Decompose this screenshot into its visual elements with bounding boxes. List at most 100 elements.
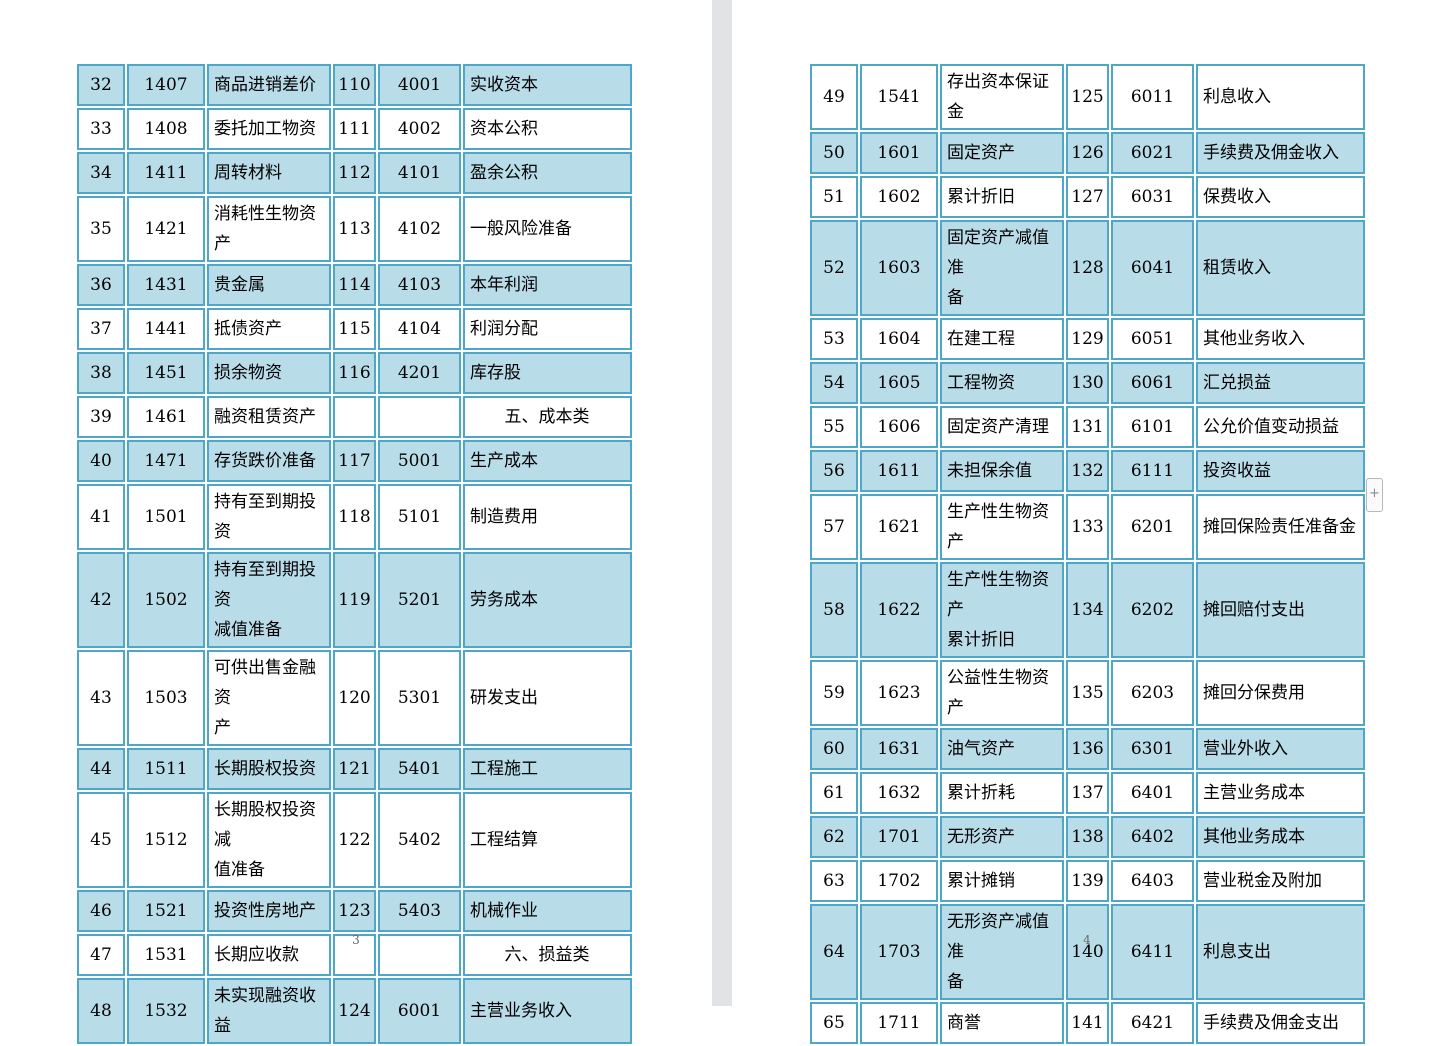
account-code-cell: 6051 xyxy=(1111,318,1194,360)
account-code-cell: 6061 xyxy=(1111,362,1194,404)
table-row: 55 1606 固定资产清理 131 6101 公允价值变动损益 xyxy=(810,406,1365,448)
table-row: 63 1702 累计摊销 139 6403 营业税金及附加 xyxy=(810,860,1365,902)
account-code-cell: 6203 xyxy=(1111,660,1194,726)
account-code-cell: 1441 xyxy=(127,308,205,350)
account-name-cell: 无形资产 xyxy=(940,816,1064,858)
account-code-cell: 5401 xyxy=(378,748,461,790)
serial-number-cell: 65 xyxy=(810,1002,858,1044)
account-code-cell: 1611 xyxy=(860,450,938,492)
account-code-cell: 1601 xyxy=(860,132,938,174)
account-code-cell: 4201 xyxy=(378,352,461,394)
account-name-cell: 累计摊销 xyxy=(940,860,1064,902)
account-code-cell: 1421 xyxy=(127,196,205,262)
serial-number-cell: 62 xyxy=(810,816,858,858)
table-row: 36 1431 贵金属 114 4103 本年利润 xyxy=(77,264,632,306)
account-code-cell: 6031 xyxy=(1111,176,1194,218)
serial-number-cell: 125 xyxy=(1066,64,1109,130)
account-name-cell: 手续费及佣金收入 xyxy=(1196,132,1365,174)
table-row: 39 1461 融资租赁资产 五、成本类 xyxy=(77,396,632,438)
account-code-cell: 5402 xyxy=(378,792,461,888)
table-row: 58 1622 生产性生物资产 累计折旧 134 6202 摊回赔付支出 xyxy=(810,562,1365,658)
account-code-cell: 1411 xyxy=(127,152,205,194)
document-canvas: 32 1407 商品进销差价 110 4001 实收资本 33 1408 委托加工物资 111 40… xyxy=(77,0,1383,1044)
account-name-cell: 委托加工物资 xyxy=(207,108,331,150)
account-code-cell: 6201 xyxy=(1111,494,1194,560)
account-name-cell: 营业税金及附加 xyxy=(1196,860,1365,902)
account-code-cell: 1602 xyxy=(860,176,938,218)
serial-number-cell: 46 xyxy=(77,890,125,932)
serial-number-cell: 44 xyxy=(77,748,125,790)
account-name-cell: 固定资产 xyxy=(940,132,1064,174)
account-name-cell: 租赁收入 xyxy=(1196,220,1365,316)
account-code-cell: 1532 xyxy=(127,978,205,1044)
table-row: 33 1408 委托加工物资 111 4002 资本公积 xyxy=(77,108,632,150)
page-gap-divider xyxy=(712,0,733,1006)
serial-number-cell: 57 xyxy=(810,494,858,560)
account-code-cell: 1511 xyxy=(127,748,205,790)
serial-number-cell: 141 xyxy=(1066,1002,1109,1044)
account-code-cell: 1501 xyxy=(127,484,205,550)
account-code-cell: 6421 xyxy=(1111,1002,1194,1044)
serial-number-cell: 130 xyxy=(1066,362,1109,404)
table-row: 60 1631 油气资产 136 6301 营业外收入 xyxy=(810,728,1365,770)
account-code-cell: 4102 xyxy=(378,196,461,262)
serial-number-cell: 123 xyxy=(333,890,376,932)
side-plus-button[interactable]: + xyxy=(1366,478,1383,512)
account-code-cell: 1407 xyxy=(127,64,205,106)
account-code-cell: 1701 xyxy=(860,816,938,858)
table-row: 41 1501 持有至到期投资 118 5101 制造费用 xyxy=(77,484,632,550)
table-row: 48 1532 未实现融资收益 124 6001 主营业务收入 xyxy=(77,978,632,1044)
account-name-cell: 利息支出 xyxy=(1196,904,1365,1000)
serial-number-cell: 131 xyxy=(1066,406,1109,448)
account-name-cell: 五、成本类 xyxy=(463,396,632,438)
account-name-cell: 生产成本 xyxy=(463,440,632,482)
account-name-cell: 汇兑损益 xyxy=(1196,362,1365,404)
serial-number-cell: 43 xyxy=(77,650,125,746)
account-name-cell: 无形资产减值准 备 xyxy=(940,904,1064,1000)
table-row: 35 1421 消耗性生物资产 113 4102 一般风险准备 xyxy=(77,196,632,262)
serial-number-cell: 37 xyxy=(77,308,125,350)
account-code-cell: 1623 xyxy=(860,660,938,726)
account-code-cell: 1461 xyxy=(127,396,205,438)
serial-number-cell: 49 xyxy=(810,64,858,130)
account-code-cell: 1503 xyxy=(127,650,205,746)
account-code-cell: 1531 xyxy=(127,934,205,976)
account-name-cell: 持有至到期投资 减值准备 xyxy=(207,552,331,648)
table-row: 44 1511 长期股权投资 121 5401 工程施工 xyxy=(77,748,632,790)
table-row: 50 1601 固定资产 126 6021 手续费及佣金收入 xyxy=(810,132,1365,174)
table-row: 52 1603 固定资产减值准 备 128 6041 租赁收入 xyxy=(810,220,1365,316)
serial-number-cell: 137 xyxy=(1066,772,1109,814)
serial-number-cell: 116 xyxy=(333,352,376,394)
serial-number-cell: 40 xyxy=(77,440,125,482)
account-name-cell: 商品进销差价 xyxy=(207,64,331,106)
serial-number-cell xyxy=(333,934,376,976)
account-code-cell: 5201 xyxy=(378,552,461,648)
account-name-cell: 资本公积 xyxy=(463,108,632,150)
table-row: 32 1407 商品进销差价 110 4001 实收资本 xyxy=(77,64,632,106)
account-name-cell: 周转材料 xyxy=(207,152,331,194)
serial-number-cell: 119 xyxy=(333,552,376,648)
account-name-cell: 库存股 xyxy=(463,352,632,394)
account-code-cell: 5403 xyxy=(378,890,461,932)
serial-number-cell: 135 xyxy=(1066,660,1109,726)
table-row: 37 1441 抵债资产 115 4104 利润分配 xyxy=(77,308,632,350)
account-code-cell: 1408 xyxy=(127,108,205,150)
serial-number-cell: 114 xyxy=(333,264,376,306)
account-name-cell: 持有至到期投资 xyxy=(207,484,331,550)
account-name-cell: 融资租赁资产 xyxy=(207,396,331,438)
account-code-cell: 1702 xyxy=(860,860,938,902)
account-code-cell: 1603 xyxy=(860,220,938,316)
account-name-cell: 公益性生物资产 xyxy=(940,660,1064,726)
serial-number-cell: 127 xyxy=(1066,176,1109,218)
page-number-3: 3 xyxy=(352,933,360,947)
account-name-cell: 机械作业 xyxy=(463,890,632,932)
account-code-cell: 4103 xyxy=(378,264,461,306)
table-row: 61 1632 累计折耗 137 6401 主营业务成本 xyxy=(810,772,1365,814)
account-code-cell: 1622 xyxy=(860,562,938,658)
account-code-cell: 6011 xyxy=(1111,64,1194,130)
serial-number-cell: 45 xyxy=(77,792,125,888)
table-row: 54 1605 工程物资 130 6061 汇兑损益 xyxy=(810,362,1365,404)
account-name-cell: 利润分配 xyxy=(463,308,632,350)
account-name-cell: 商誉 xyxy=(940,1002,1064,1044)
account-code-cell: 5001 xyxy=(378,440,461,482)
